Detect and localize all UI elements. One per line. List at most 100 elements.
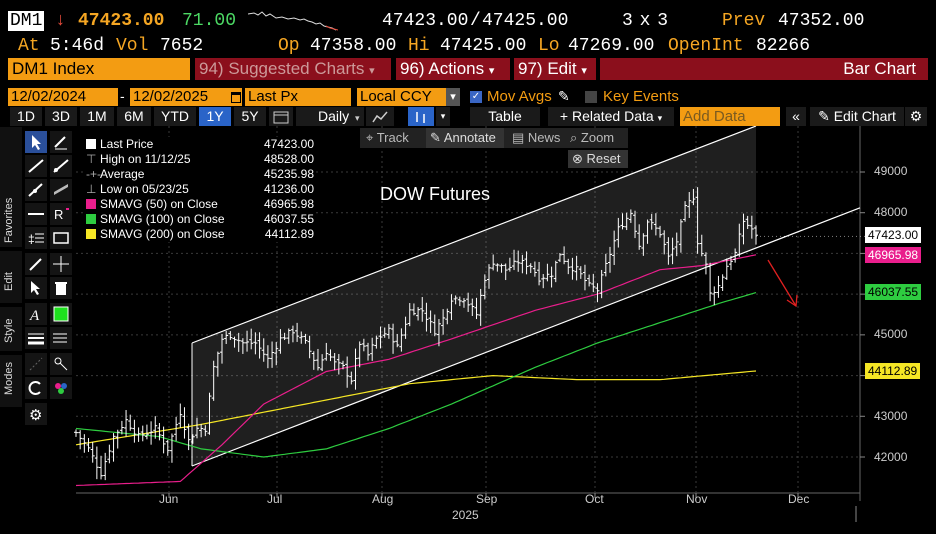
x-year-label: 2025 [452,508,479,522]
bid-ask-size: 3 x 3 [622,11,668,31]
trash-icon[interactable] [50,277,72,299]
reset-button[interactable]: ⊗ Reset [568,150,628,168]
x-tick-label: Sep [476,492,498,506]
high-label: Hi [408,36,430,56]
settings-gear-icon[interactable]: ⚙ [905,107,927,126]
crosshair-mode-icon[interactable] [25,353,47,375]
brush-icon[interactable] [25,253,47,275]
ticker-symbol[interactable]: DM1 [8,11,45,31]
range-1y[interactable]: 1Y [199,107,231,126]
x-tick-label: Dec [788,492,810,506]
add-data-input[interactable]: Add Data [680,107,780,126]
sma200-line [75,370,757,446]
collapse-icon[interactable]: « [786,107,806,126]
price-field-select[interactable]: Last Px [245,88,351,106]
trendline-icon[interactable] [25,155,47,177]
command-menu-bar: DM1 Index 94) Suggested Charts ▾ 96) Act… [0,58,936,80]
last-price: 47423.00 [78,11,165,31]
track-tool[interactable]: ⌖ Track [366,130,409,145]
rsi-indicator-icon[interactable]: R [50,203,72,225]
style-tab[interactable] [0,307,22,351]
bar-chart-icon[interactable] [408,107,434,126]
edit-tab[interactable] [0,251,22,303]
range-ytd[interactable]: YTD [154,107,196,126]
chart-legend: Last Price 47423.00 ⊤ High on 11/12/25 4852… [86,137,314,242]
key-events-label[interactable]: Key Events [603,88,679,105]
legend-average[interactable]: -+-Average 45235.98 [86,167,314,181]
actions-menu[interactable]: 96) Actions ▾ [396,58,510,80]
horizontal-line-icon[interactable] [25,203,47,225]
pencil-icon[interactable]: ✎ [558,88,570,104]
bid-price: 47423.00 [382,11,469,31]
trend-arrow-head [786,294,798,308]
magnet-mode-icon[interactable] [50,353,72,375]
legend-sma50[interactable]: SMAVG (50) on Close 46965.98 [86,197,314,212]
favorites-tab[interactable] [0,127,22,247]
svg-text:R: R [54,207,63,222]
security-input[interactable]: DM1 Index [8,58,190,80]
table-button[interactable]: Table [470,107,540,126]
suggested-charts-menu[interactable]: 94) Suggested Charts ▾ [195,58,391,80]
ray-line-icon[interactable] [50,155,72,177]
eraser-draw-icon[interactable] [50,131,72,153]
open-label: Op [278,36,300,56]
at-label: At [18,36,40,56]
color-picker-icon[interactable] [50,303,72,325]
arrow-line-icon[interactable] [25,179,47,201]
key-events-checkbox[interactable] [585,91,597,103]
tool-settings-gear-icon[interactable]: ⚙ [25,403,47,425]
drawing-toolbar: Favorites Edit Style Modes R ‡ A ⚙ [0,127,76,427]
line-style-icon[interactable] [50,327,72,349]
low-price: 47269.00 [568,36,655,56]
custom-range-icon[interactable] [269,107,293,126]
end-date-field[interactable]: 12/02/2025 [130,88,242,106]
prev-close: 47352.00 [778,11,865,31]
undo-mode-icon[interactable] [25,377,47,399]
start-date-field[interactable]: 12/02/2024 [8,88,118,106]
news-tool[interactable]: ▤ News [512,130,561,145]
currency-select[interactable]: Local CCY [357,88,447,106]
mov-avgs-label[interactable]: Mov Avgs [487,88,552,105]
modes-tab[interactable] [0,355,22,407]
legend-sma200[interactable]: SMAVG (200) on Close 44112.89 [86,227,314,242]
range-3d[interactable]: 3D [45,107,77,126]
edit-menu[interactable]: 97) Edit ▾ [514,58,596,80]
legend-last-price[interactable]: Last Price 47423.00 [86,137,314,152]
low-label: Lo [538,36,560,56]
volume: 7652 [160,36,204,56]
vol-label: Vol [116,36,149,56]
chart-type-dropdown-icon[interactable]: ▾ [436,107,450,126]
annotate-tool[interactable]: ✎ Annotate [426,128,504,148]
move-icon[interactable] [50,253,72,275]
period-dropdown-icon[interactable]: ▾ [355,113,360,123]
zoom-tool[interactable]: ⌕ Zoom [570,130,615,145]
rectangle-icon[interactable] [50,227,72,249]
palette-mode-icon[interactable] [50,377,72,399]
range-6m[interactable]: 6M [117,107,151,126]
period-select[interactable]: Daily [296,107,364,126]
open-interest: 82266 [756,36,811,56]
edit-chart-button[interactable]: ✎ Edit Chart [810,107,904,126]
pointer-plus-icon[interactable] [25,277,47,299]
intraday-sparkline [248,11,338,31]
legend-swatch [86,229,96,239]
line-width-icon[interactable] [25,327,47,349]
mov-avgs-checkbox[interactable]: ✓ [470,91,482,103]
legend-swatch [86,214,96,224]
legend-low[interactable]: ⊥ Low on 05/23/25 41236.00 [86,182,314,196]
range-1m[interactable]: 1M [80,107,114,126]
range-1d[interactable]: 1D [10,107,42,126]
range-5y[interactable]: 5Y [234,107,266,126]
font-style-icon[interactable]: A [25,303,47,325]
chart-style-icon[interactable] [366,107,394,126]
select-pointer-icon[interactable] [25,131,47,153]
calendar-icon[interactable] [230,90,242,104]
chart-type-title: Bar Chart [600,58,928,80]
related-data-button[interactable]: + Related Data ▾ [548,107,674,126]
legend-sma100[interactable]: SMAVG (100) on Close 46037.55 [86,212,314,227]
channel-fill [192,126,756,466]
channel-icon[interactable] [50,179,72,201]
currency-dropdown-icon[interactable]: ▾ [446,88,460,106]
legend-high[interactable]: ⊤ High on 11/12/25 48528.00 [86,152,314,166]
fibonacci-icon[interactable]: ‡ [25,227,47,249]
